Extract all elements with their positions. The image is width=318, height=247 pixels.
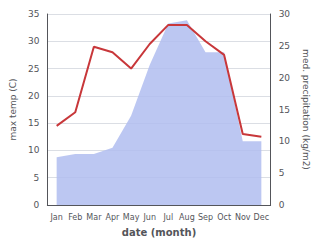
svg-text:0: 0: [279, 200, 285, 210]
svg-text:med. precipitation (kg/m2): med. precipitation (kg/m2): [301, 49, 311, 170]
svg-text:Jan: Jan: [49, 213, 62, 222]
svg-text:15: 15: [279, 105, 290, 115]
svg-text:5: 5: [34, 173, 40, 183]
svg-text:5: 5: [279, 168, 285, 178]
svg-text:20: 20: [28, 91, 40, 101]
svg-text:Mar: Mar: [86, 213, 102, 222]
svg-text:25: 25: [279, 41, 290, 51]
svg-text:30: 30: [28, 36, 40, 46]
svg-text:May: May: [123, 213, 140, 222]
svg-text:Jun: Jun: [142, 213, 156, 222]
svg-text:Oct: Oct: [217, 213, 231, 222]
svg-text:Feb: Feb: [68, 213, 82, 222]
svg-text:Dec: Dec: [254, 213, 269, 222]
svg-text:15: 15: [28, 118, 39, 128]
svg-text:0: 0: [34, 200, 40, 210]
svg-text:20: 20: [279, 73, 291, 83]
svg-text:Aug: Aug: [179, 213, 195, 222]
svg-text:30: 30: [279, 9, 291, 19]
svg-text:10: 10: [28, 145, 40, 155]
svg-text:date (month): date (month): [122, 227, 196, 238]
svg-text:10: 10: [279, 136, 291, 146]
svg-text:Apr: Apr: [106, 213, 121, 222]
svg-text:35: 35: [28, 9, 39, 19]
svg-text:Sep: Sep: [198, 213, 213, 222]
svg-text:Nov: Nov: [235, 213, 251, 222]
svg-text:25: 25: [28, 64, 39, 74]
svg-text:Jul: Jul: [162, 213, 173, 222]
svg-text:max temp (C): max temp (C): [8, 78, 18, 140]
